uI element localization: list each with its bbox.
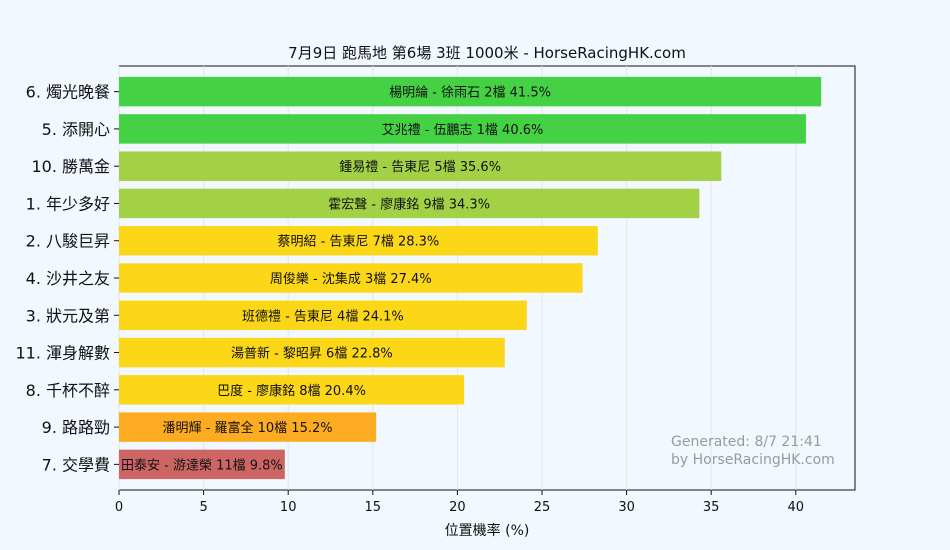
bar — [119, 300, 527, 330]
bar-data-label: 巴度 - 廖康銘 8檔 20.4% — [217, 383, 366, 399]
x-tick-label: 0 — [115, 500, 123, 515]
y-category-label: 9. 路路勁 — [42, 418, 110, 437]
bar-data-label: 楊明綸 - 徐雨石 2檔 41.5% — [389, 85, 551, 101]
x-axis-label: 位置機率 (%) — [445, 522, 530, 539]
y-category-label: 4. 沙井之友 — [26, 269, 110, 288]
bar-data-label: 艾兆禮 - 伍鵬志 1檔 40.6% — [382, 123, 544, 138]
bar-data-label: 班德禮 - 告東尼 4檔 24.1% — [242, 308, 404, 324]
bar — [119, 375, 465, 405]
x-tick-label: 30 — [618, 500, 635, 515]
y-axis-labels: 6. 燭光晚餐 5. 添開心 10. 勝萬金 1. 年少多好 2. 八駿巨昇 4. 沙井之… — [15, 83, 119, 474]
y-category-label: 1. 年少多好 — [26, 194, 110, 213]
bar-data-label: 田泰安 - 游達榮 11檔 9.8% — [121, 458, 283, 473]
x-tick-label: 35 — [703, 500, 720, 515]
y-category-label: 6. 燭光晚餐 — [26, 83, 110, 102]
bar-data-label: 蔡明紹 - 告東尼 7檔 28.3% — [278, 234, 440, 250]
y-category-label: 2. 八駿巨昇 — [26, 232, 110, 251]
y-category-label: 5. 添開心 — [42, 120, 110, 139]
bars: 楊明綸 - 徐雨石 2檔 41.5% 艾兆禮 - 伍鵬志 1檔 40.6% 鍾易禮 … — [119, 76, 822, 480]
x-tick-label: 40 — [788, 500, 805, 515]
y-category-label: 3. 狀元及第 — [26, 306, 110, 325]
y-category-label: 8. 千杯不醉 — [26, 381, 110, 400]
watermark-site: by HorseRacingHK.com — [671, 452, 835, 468]
bar — [119, 151, 722, 181]
bar — [119, 114, 806, 144]
y-category-label: 10. 勝萬金 — [31, 157, 110, 176]
x-tick-label: 15 — [365, 500, 382, 515]
bar — [119, 449, 285, 480]
bar-data-label: 周俊樂 - 沈集成 3檔 27.4% — [270, 271, 432, 287]
x-tick-label: 20 — [449, 500, 466, 515]
y-category-label: 11. 渾身解數 — [15, 344, 110, 363]
x-tick-label: 5 — [199, 500, 207, 515]
x-tick-label: 25 — [534, 500, 551, 515]
bar — [119, 337, 505, 368]
bar-data-label: 潘明輝 - 羅富全 10檔 15.2% — [163, 420, 333, 436]
chart-title: 7月9日 跑馬地 第6場 3班 1000米 - HorseRacingHK.co… — [288, 44, 686, 62]
bar — [119, 188, 700, 219]
bar-data-label: 湯普新 - 黎昭昇 6檔 22.8% — [231, 346, 393, 362]
bar — [119, 226, 598, 256]
x-axis-ticks: 0 5 10 15 20 25 30 35 40 — [115, 490, 804, 515]
watermark-generated: Generated: 8/7 21:41 — [671, 434, 822, 450]
bar — [119, 76, 822, 107]
bar-data-label: 霍宏聲 - 廖康銘 9檔 34.3% — [328, 196, 490, 212]
bar — [119, 412, 377, 442]
y-category-label: 7. 交學費 — [42, 455, 110, 474]
bar — [119, 263, 583, 293]
bar-data-label: 鍾易禮 - 告東尼 5檔 35.6% — [339, 159, 501, 175]
x-tick-label: 10 — [280, 500, 297, 515]
